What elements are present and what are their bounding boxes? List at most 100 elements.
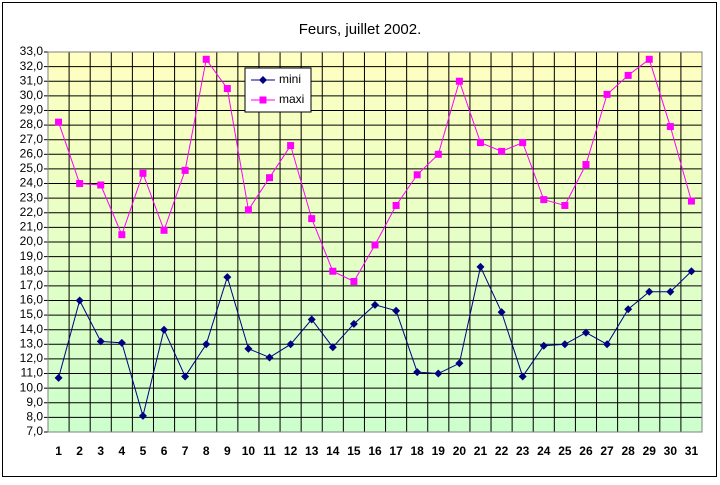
y-tick-label: 12,0 — [20, 351, 44, 365]
point — [265, 353, 274, 362]
y-tick-label: 26,0 — [20, 146, 44, 160]
y-tick-label: 18,0 — [20, 263, 44, 277]
point — [645, 55, 653, 63]
point — [582, 161, 590, 169]
x-tick-label: 21 — [474, 444, 488, 458]
y-tick-label: 25,0 — [20, 161, 44, 175]
point — [139, 169, 147, 177]
point — [55, 118, 63, 126]
point — [118, 231, 126, 239]
point — [308, 215, 316, 223]
point — [266, 174, 274, 182]
x-tick-label: 31 — [685, 444, 699, 458]
point — [392, 201, 400, 209]
y-tick-label: 16,0 — [20, 293, 44, 307]
point — [75, 296, 84, 305]
y-tick-label: 27,0 — [20, 132, 44, 146]
x-tick-label: 25 — [558, 444, 572, 458]
x-tick-label: 16 — [368, 444, 382, 458]
point — [223, 273, 232, 282]
x-tick-label: 26 — [579, 444, 593, 458]
point — [259, 96, 267, 104]
x-tick-label: 14 — [326, 444, 340, 458]
point — [202, 340, 211, 349]
point — [160, 226, 168, 234]
point — [603, 90, 611, 98]
point — [455, 359, 464, 368]
point — [349, 319, 358, 328]
point — [244, 344, 253, 353]
x-tick-label: 20 — [453, 444, 467, 458]
point — [181, 372, 190, 381]
x-tick-label: 6 — [161, 444, 168, 458]
point — [624, 305, 633, 314]
point — [54, 373, 63, 382]
y-tick-label: 15,0 — [20, 307, 44, 321]
point — [160, 325, 169, 334]
y-tick-label: 28,0 — [20, 117, 44, 131]
point — [603, 340, 612, 349]
point — [518, 372, 527, 381]
plot-border — [47, 51, 703, 433]
point — [560, 340, 569, 349]
point — [666, 123, 674, 131]
x-tick-label: 1 — [55, 444, 62, 458]
point — [202, 55, 210, 63]
point — [138, 411, 147, 420]
x-tick-label: 22 — [495, 444, 509, 458]
y-tick-label: 31,0 — [20, 73, 44, 87]
point — [455, 77, 463, 85]
y-tick-label: 7,0 — [26, 424, 43, 438]
y-tick-label: 19,0 — [20, 249, 44, 263]
point — [223, 85, 231, 93]
legend-box — [244, 67, 312, 113]
x-tick-label: 2 — [76, 444, 83, 458]
x-tick-label: 11 — [263, 444, 276, 458]
chart-title: Feurs, juillet 2002. — [299, 21, 422, 38]
y-tick-label: 13,0 — [20, 336, 44, 350]
y-tick-label: 23,0 — [20, 190, 44, 204]
x-tick-label: 29 — [643, 444, 657, 458]
point — [498, 147, 506, 155]
x-tick-label: 30 — [664, 444, 678, 458]
y-tick-label: 20,0 — [20, 234, 44, 248]
point — [540, 196, 548, 204]
y-tick-label: 9,0 — [26, 395, 43, 409]
x-tick-label: 8 — [203, 444, 210, 458]
point — [287, 142, 295, 150]
x-tick-label: 28 — [621, 444, 635, 458]
point — [96, 337, 105, 346]
point — [413, 171, 421, 179]
x-tick-label: 10 — [242, 444, 256, 458]
x-tick-label: 12 — [284, 444, 298, 458]
point — [76, 180, 84, 188]
point — [286, 340, 295, 349]
y-tick-label: 24,0 — [20, 176, 44, 190]
x-tick-label: 15 — [347, 444, 361, 458]
point — [117, 338, 126, 347]
x-tick-label: 13 — [305, 444, 319, 458]
point — [392, 306, 401, 315]
legend-label: mini — [279, 72, 301, 86]
x-tick-label: 5 — [140, 444, 147, 458]
point — [97, 181, 105, 189]
y-tick-label: 33,0 — [20, 44, 44, 58]
point — [519, 139, 527, 147]
y-tick-label: 22,0 — [20, 205, 44, 219]
y-tick-label: 17,0 — [20, 278, 44, 292]
y-tick-label: 21,0 — [20, 220, 44, 234]
x-tick-label: 18 — [411, 444, 425, 458]
x-tick-label: 3 — [97, 444, 104, 458]
point — [539, 341, 548, 350]
point — [561, 201, 569, 209]
x-tick-label: 7 — [182, 444, 189, 458]
point — [328, 343, 337, 352]
point — [666, 287, 675, 296]
y-tick-label: 8,0 — [26, 410, 43, 424]
point — [371, 300, 379, 309]
point — [181, 166, 189, 174]
point — [329, 267, 337, 275]
x-tick-label: 17 — [389, 444, 403, 458]
